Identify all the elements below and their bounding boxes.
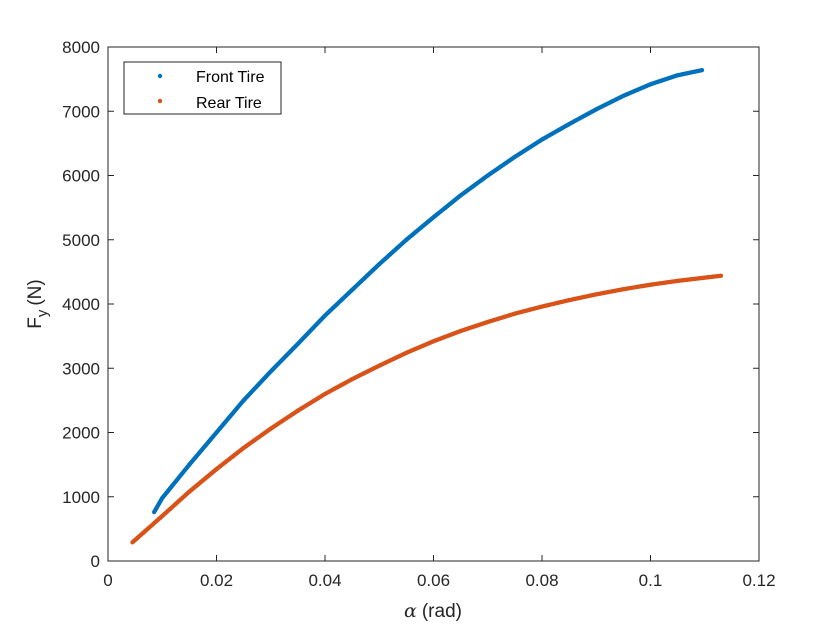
- y-axis-ticks: 0 1000 2000 3000 4000 5000 6000 7000 8000: [62, 38, 759, 571]
- y-tick-label: 0: [91, 552, 100, 571]
- x-tick-label: 0.12: [742, 571, 775, 590]
- y-tick-label: 8000: [62, 38, 100, 57]
- x-tick-label: 0.04: [308, 571, 341, 590]
- x-axis-ticks: 0 0.02 0.04 0.06 0.08 0.1 0.12: [103, 47, 776, 590]
- x-axis-label: α (rad): [404, 600, 462, 622]
- y-axis-unit: (N): [25, 279, 46, 305]
- x-tick-label: 0.08: [525, 571, 558, 590]
- legend-marker-front-tire: [157, 73, 163, 79]
- series-layer: [130, 68, 724, 545]
- series-front-tire: [152, 68, 705, 515]
- legend-label-front-tire: Front Tire: [196, 69, 265, 86]
- y-axis-subscript: y: [34, 309, 51, 317]
- plot-area: [108, 47, 759, 561]
- y-tick-label: 5000: [62, 231, 100, 250]
- x-axis-unit: (rad): [422, 601, 462, 622]
- legend: Front Tire Rear Tire: [123, 61, 282, 115]
- data-point: [718, 273, 724, 278]
- data-point: [699, 68, 705, 73]
- y-axis-label: Fy (N): [25, 279, 51, 329]
- x-axis-symbol: α: [404, 600, 417, 622]
- y-tick-label: 1000: [62, 488, 100, 507]
- y-tick-label: 4000: [62, 295, 100, 314]
- y-axis-main: F: [25, 317, 46, 329]
- y-tick-label: 6000: [62, 167, 100, 186]
- legend-marker-rear-tire: [157, 98, 163, 104]
- x-tick-label: 0.1: [639, 571, 663, 590]
- y-tick-label: 2000: [62, 424, 100, 443]
- series-rear-tire: [130, 273, 724, 545]
- y-tick-label: 7000: [62, 102, 100, 121]
- x-tick-label: 0.02: [200, 571, 233, 590]
- x-tick-label: 0.06: [417, 571, 450, 590]
- y-tick-label: 3000: [62, 359, 100, 378]
- legend-label-rear-tire: Rear Tire: [196, 95, 262, 112]
- x-tick-label: 0: [103, 571, 112, 590]
- legend-box: [123, 61, 282, 115]
